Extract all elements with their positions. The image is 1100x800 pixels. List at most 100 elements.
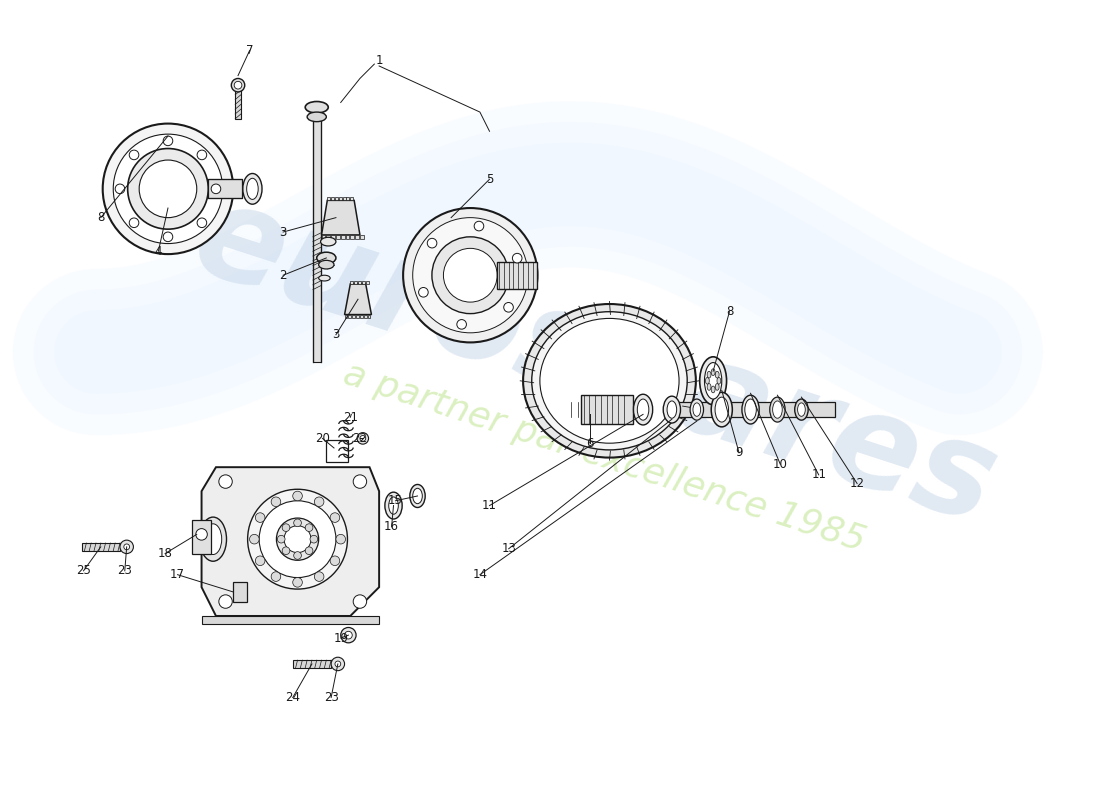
- Bar: [362, 281, 365, 284]
- Ellipse shape: [524, 304, 696, 458]
- Circle shape: [310, 535, 318, 543]
- Ellipse shape: [317, 252, 336, 264]
- Bar: [365, 281, 369, 284]
- Bar: [345, 235, 350, 238]
- Bar: [321, 235, 326, 238]
- Text: 25: 25: [76, 564, 91, 578]
- Text: 17: 17: [170, 568, 185, 581]
- Circle shape: [283, 547, 289, 554]
- Ellipse shape: [410, 485, 426, 507]
- Text: 3: 3: [279, 226, 287, 238]
- Ellipse shape: [307, 112, 327, 122]
- Bar: [339, 198, 342, 200]
- Circle shape: [231, 78, 244, 92]
- Circle shape: [504, 302, 514, 312]
- Bar: [312, 112, 320, 362]
- Bar: [342, 198, 345, 200]
- Circle shape: [129, 150, 139, 160]
- Bar: [341, 235, 344, 238]
- Bar: [344, 314, 348, 318]
- Bar: [360, 314, 363, 318]
- Circle shape: [341, 627, 356, 643]
- Circle shape: [456, 319, 466, 329]
- Circle shape: [293, 578, 303, 587]
- Circle shape: [255, 556, 265, 566]
- Text: 24: 24: [285, 691, 300, 704]
- Circle shape: [474, 222, 484, 231]
- Text: 23: 23: [323, 691, 339, 704]
- Ellipse shape: [199, 517, 227, 562]
- Ellipse shape: [305, 102, 328, 113]
- Ellipse shape: [707, 371, 711, 378]
- Circle shape: [419, 287, 428, 297]
- Bar: [331, 198, 334, 200]
- Text: 19: 19: [333, 631, 349, 645]
- Bar: [354, 281, 358, 284]
- Bar: [201, 616, 380, 624]
- Ellipse shape: [319, 275, 330, 281]
- Bar: [336, 198, 338, 200]
- Circle shape: [293, 491, 303, 501]
- Bar: [327, 235, 330, 238]
- Text: 8: 8: [97, 211, 104, 224]
- Ellipse shape: [770, 397, 785, 422]
- Text: 10: 10: [773, 458, 788, 471]
- Bar: [581, 395, 634, 424]
- Circle shape: [276, 518, 319, 560]
- Text: 5: 5: [486, 173, 493, 186]
- Circle shape: [432, 237, 508, 314]
- Circle shape: [403, 208, 538, 342]
- Bar: [497, 262, 538, 289]
- Ellipse shape: [637, 399, 649, 420]
- Circle shape: [140, 160, 197, 218]
- Text: 8: 8: [726, 305, 733, 318]
- Circle shape: [427, 238, 437, 248]
- Ellipse shape: [712, 392, 733, 427]
- Text: 15: 15: [388, 494, 403, 507]
- Circle shape: [113, 134, 222, 243]
- Circle shape: [196, 529, 207, 540]
- Circle shape: [248, 490, 348, 589]
- Ellipse shape: [690, 399, 704, 420]
- Bar: [367, 314, 371, 318]
- Ellipse shape: [741, 395, 759, 424]
- Text: 22: 22: [352, 432, 367, 445]
- Text: 6: 6: [586, 437, 594, 450]
- Text: 18: 18: [157, 547, 173, 560]
- Circle shape: [255, 513, 265, 522]
- Bar: [233, 582, 246, 602]
- Circle shape: [336, 661, 341, 667]
- Bar: [331, 235, 335, 238]
- Ellipse shape: [772, 401, 782, 418]
- Text: 2: 2: [279, 269, 287, 282]
- Text: a partner par excellence 1985: a partner par excellence 1985: [339, 357, 870, 558]
- Circle shape: [116, 184, 124, 194]
- Circle shape: [120, 540, 133, 554]
- Bar: [328, 198, 330, 200]
- Ellipse shape: [246, 178, 258, 199]
- Ellipse shape: [712, 369, 715, 375]
- Circle shape: [294, 519, 301, 526]
- Bar: [355, 235, 359, 238]
- Text: 9: 9: [735, 446, 743, 459]
- Ellipse shape: [531, 312, 688, 450]
- Text: 1: 1: [375, 54, 383, 66]
- Circle shape: [305, 524, 312, 531]
- Ellipse shape: [794, 399, 808, 420]
- Ellipse shape: [412, 488, 422, 504]
- Circle shape: [219, 475, 232, 488]
- Circle shape: [513, 254, 522, 263]
- Circle shape: [358, 433, 368, 444]
- Bar: [350, 198, 353, 200]
- Circle shape: [102, 123, 233, 254]
- Bar: [352, 314, 355, 318]
- Polygon shape: [192, 520, 211, 554]
- Ellipse shape: [712, 386, 715, 393]
- Circle shape: [128, 149, 208, 229]
- Text: 11: 11: [811, 468, 826, 482]
- Ellipse shape: [667, 401, 676, 418]
- Ellipse shape: [705, 378, 710, 384]
- Polygon shape: [344, 284, 372, 314]
- Circle shape: [271, 572, 281, 582]
- Bar: [356, 314, 359, 318]
